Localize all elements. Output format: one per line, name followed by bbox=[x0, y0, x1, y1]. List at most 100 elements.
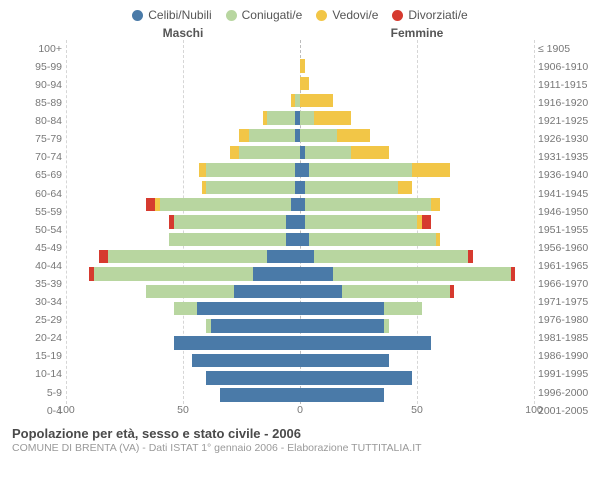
birth-label: ≤ 1905 bbox=[534, 40, 590, 58]
legend-item: Celibi/Nubili bbox=[132, 8, 211, 22]
legend-swatch bbox=[392, 10, 403, 21]
bar-segment bbox=[206, 163, 295, 177]
female-bar bbox=[300, 215, 534, 229]
female-bar bbox=[300, 336, 534, 350]
age-label: 85-89 bbox=[10, 94, 66, 112]
age-label: 60-64 bbox=[10, 185, 66, 203]
bar-segment bbox=[206, 181, 295, 195]
bar-segment bbox=[300, 250, 314, 264]
bar-row bbox=[66, 109, 534, 126]
bar-row bbox=[66, 369, 534, 386]
legend-swatch bbox=[226, 10, 237, 21]
age-label: 45-49 bbox=[10, 239, 66, 257]
female-bar bbox=[300, 319, 534, 333]
bar-segment bbox=[305, 198, 431, 212]
bar-segment bbox=[300, 354, 389, 368]
age-label: 30-34 bbox=[10, 293, 66, 311]
bar-segment bbox=[351, 146, 388, 160]
birth-label: 1921-1925 bbox=[534, 112, 590, 130]
male-bar bbox=[66, 129, 300, 143]
footer: Popolazione per età, sesso e stato civil… bbox=[10, 426, 590, 454]
male-bar bbox=[66, 285, 300, 299]
bar-segment bbox=[511, 267, 516, 281]
bar-row bbox=[66, 283, 534, 300]
bar-segment bbox=[300, 163, 309, 177]
legend-item: Coniugati/e bbox=[226, 8, 303, 22]
bar-segment bbox=[291, 198, 300, 212]
bar-row bbox=[66, 92, 534, 109]
bar-segment bbox=[384, 319, 389, 333]
bar-segment bbox=[450, 285, 455, 299]
birth-label: 1916-1920 bbox=[534, 94, 590, 112]
female-bar bbox=[300, 267, 534, 281]
bar-segment bbox=[300, 285, 342, 299]
male-bar bbox=[66, 111, 300, 125]
age-label: 80-84 bbox=[10, 112, 66, 130]
column-headers: Maschi Femmine bbox=[10, 26, 590, 40]
bar-row bbox=[66, 161, 534, 178]
bar-segment bbox=[300, 94, 333, 108]
bar-row bbox=[66, 335, 534, 352]
bar-segment bbox=[300, 129, 337, 143]
grid-line bbox=[534, 40, 535, 404]
age-label: 20-24 bbox=[10, 330, 66, 348]
bar-segment bbox=[239, 129, 248, 143]
female-bar bbox=[300, 129, 534, 143]
male-bar bbox=[66, 163, 300, 177]
female-bar bbox=[300, 233, 534, 247]
male-bar bbox=[66, 42, 300, 56]
birth-label: 1986-1990 bbox=[534, 348, 590, 366]
bar-segment bbox=[197, 302, 300, 316]
bar-segment bbox=[333, 267, 511, 281]
birth-label: 1936-1940 bbox=[534, 167, 590, 185]
age-label: 55-59 bbox=[10, 203, 66, 221]
male-bar bbox=[66, 302, 300, 316]
bar-segment bbox=[174, 302, 197, 316]
female-bar bbox=[300, 198, 534, 212]
male-bar bbox=[66, 146, 300, 160]
age-label: 75-79 bbox=[10, 130, 66, 148]
legend-swatch bbox=[132, 10, 143, 21]
birth-label: 1976-1980 bbox=[534, 311, 590, 329]
male-bar bbox=[66, 354, 300, 368]
male-bar bbox=[66, 388, 300, 402]
bar-segment bbox=[305, 146, 352, 160]
female-bar bbox=[300, 77, 534, 91]
bar-segment bbox=[384, 302, 421, 316]
bar-segment bbox=[239, 146, 300, 160]
header-males: Maschi bbox=[66, 26, 300, 40]
bar-segment bbox=[305, 215, 417, 229]
bar-segment bbox=[99, 250, 108, 264]
age-label: 35-39 bbox=[10, 275, 66, 293]
female-bar bbox=[300, 59, 534, 73]
bar-segment bbox=[108, 250, 267, 264]
x-tick: 0 bbox=[297, 404, 303, 416]
bar-segment bbox=[199, 163, 206, 177]
bar-segment bbox=[468, 250, 473, 264]
female-bar bbox=[300, 371, 534, 385]
birth-label: 1906-1910 bbox=[534, 58, 590, 76]
bar-segment bbox=[174, 336, 300, 350]
x-tick: 50 bbox=[177, 404, 189, 416]
bar-segment bbox=[309, 163, 412, 177]
male-bar bbox=[66, 250, 300, 264]
bar-segment bbox=[146, 285, 235, 299]
bar-segment bbox=[169, 233, 286, 247]
bar-row bbox=[66, 387, 534, 404]
bar-segment bbox=[398, 181, 412, 195]
birth-label: 1931-1935 bbox=[534, 149, 590, 167]
legend: Celibi/NubiliConiugati/eVedovi/eDivorzia… bbox=[10, 8, 590, 22]
male-bar bbox=[66, 267, 300, 281]
female-bar bbox=[300, 354, 534, 368]
bar-segment bbox=[211, 319, 300, 333]
bar-row bbox=[66, 248, 534, 265]
bar-segment bbox=[94, 267, 253, 281]
male-bar bbox=[66, 319, 300, 333]
age-label: 50-54 bbox=[10, 221, 66, 239]
x-axis: 10050050100 bbox=[66, 404, 534, 420]
bar-segment bbox=[267, 111, 295, 125]
bar-segment bbox=[305, 181, 399, 195]
birth-label: 1961-1965 bbox=[534, 257, 590, 275]
bar-segment bbox=[309, 233, 435, 247]
bar-row bbox=[66, 213, 534, 230]
